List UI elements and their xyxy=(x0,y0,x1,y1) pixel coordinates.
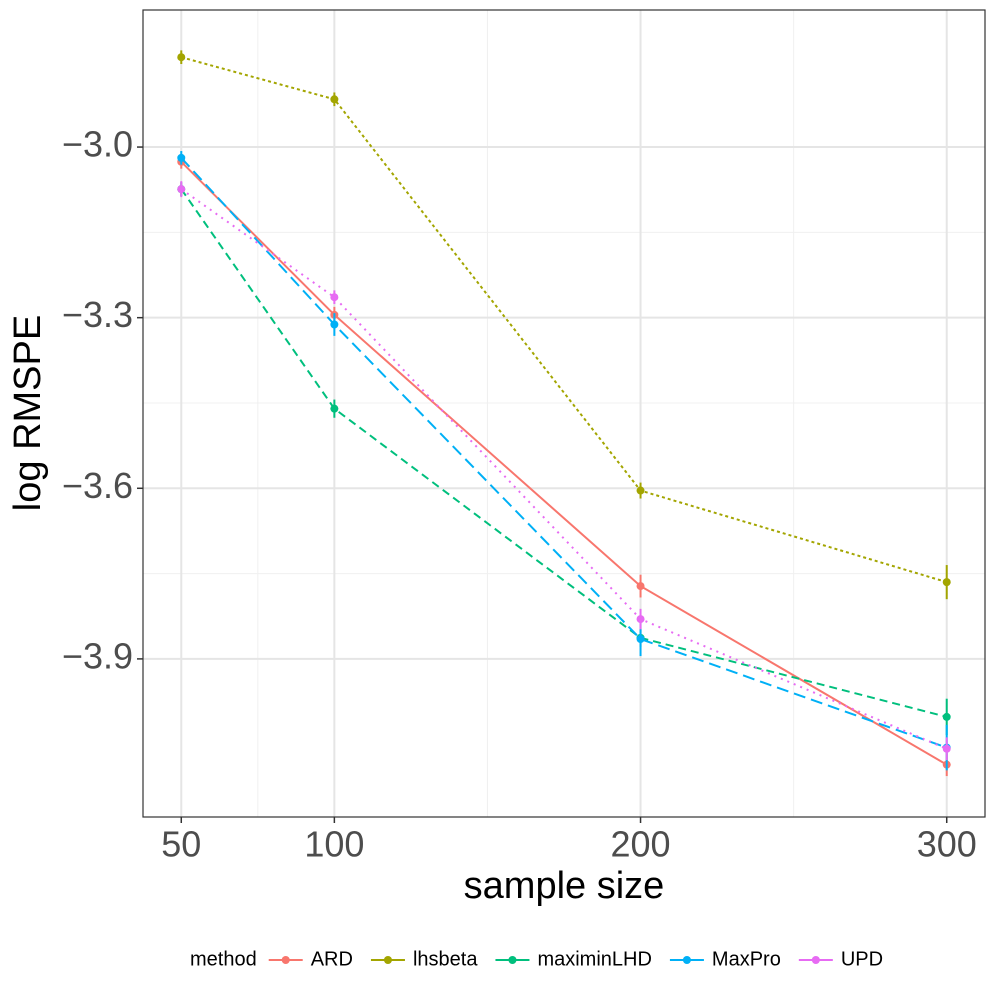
legend-label: maximinLHD xyxy=(537,948,651,970)
y-tick-label: −3.3 xyxy=(62,294,133,335)
point xyxy=(330,293,339,302)
x-tick-label: 100 xyxy=(304,824,364,865)
point xyxy=(177,185,186,194)
point xyxy=(942,578,951,587)
point xyxy=(330,404,339,413)
point xyxy=(942,712,951,721)
plot-border xyxy=(142,9,986,818)
point xyxy=(636,615,645,624)
point xyxy=(636,582,645,591)
series-line xyxy=(180,188,947,718)
y-tick-label: −3.9 xyxy=(62,635,133,676)
legend-label: UPD xyxy=(841,948,883,970)
legend-label: ARD xyxy=(311,948,353,970)
series-line xyxy=(180,161,948,766)
series-line xyxy=(180,157,948,749)
point xyxy=(636,486,645,495)
legend-title: method xyxy=(190,948,257,970)
legend-key xyxy=(383,956,392,964)
point xyxy=(177,153,186,162)
legend-label: MaxPro xyxy=(712,948,781,970)
legend-key xyxy=(508,956,517,964)
x-tick-label: 200 xyxy=(611,824,671,865)
y-tick-label: −3.6 xyxy=(62,465,133,506)
x-tick-label: 50 xyxy=(161,824,201,865)
point xyxy=(942,744,951,753)
legend-key xyxy=(811,956,820,964)
legend-key xyxy=(682,956,691,964)
legend-label: lhsbeta xyxy=(413,948,478,970)
series-line xyxy=(181,56,948,584)
point xyxy=(330,95,339,104)
point xyxy=(330,320,339,329)
y-tick-label: −3.0 xyxy=(62,124,133,165)
y-axis-title: log RMSPE xyxy=(7,315,49,511)
x-tick-label: 300 xyxy=(917,824,977,865)
x-axis-title: sample size xyxy=(464,865,665,907)
legend-key xyxy=(281,956,290,964)
series-line xyxy=(180,188,948,750)
point xyxy=(636,634,645,643)
point xyxy=(177,53,186,62)
